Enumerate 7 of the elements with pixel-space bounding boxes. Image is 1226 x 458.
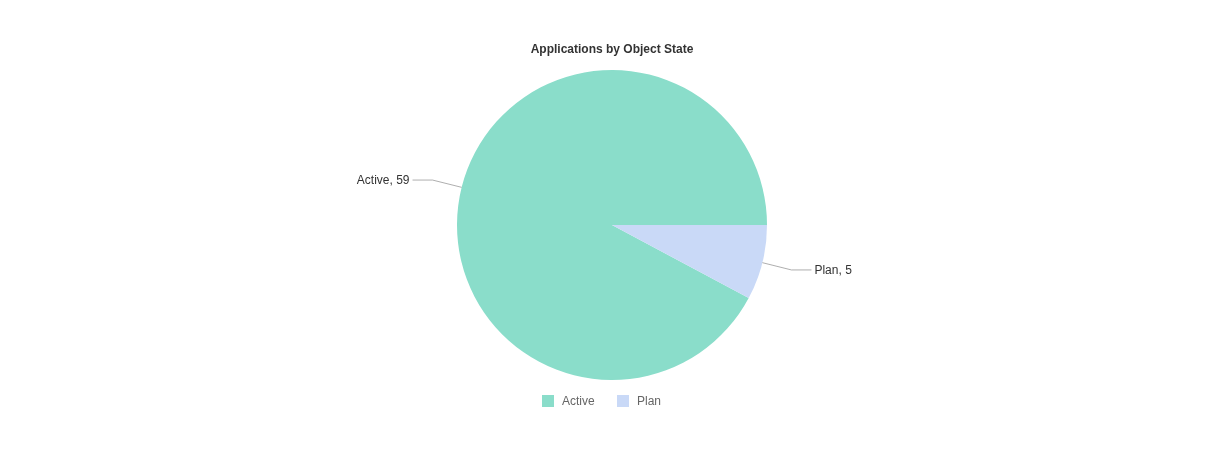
pie-slice bbox=[457, 70, 767, 380]
legend-label: Active bbox=[562, 394, 595, 408]
data-label: Plan, 5 bbox=[814, 262, 853, 277]
chart-title: Applications by Object State bbox=[530, 42, 694, 56]
pie-slice bbox=[612, 225, 767, 299]
legend-label: Plan bbox=[637, 394, 662, 408]
data-label: Active, 59 bbox=[356, 173, 410, 188]
